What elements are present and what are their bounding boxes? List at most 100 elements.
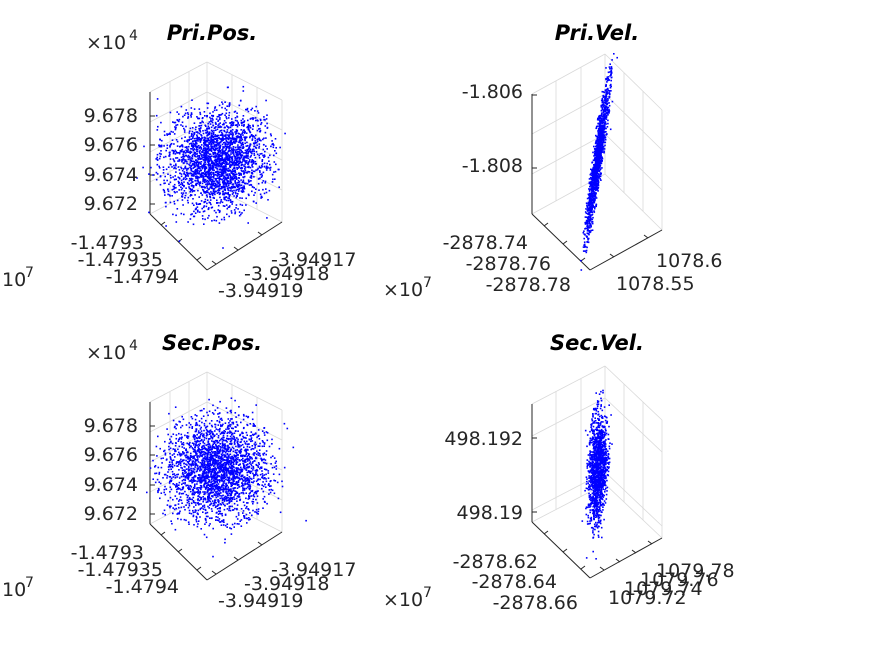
scatter-point (189, 162, 192, 164)
scatter-point (190, 112, 193, 114)
scatter-point (197, 179, 199, 182)
scatter-point (206, 196, 208, 198)
scatter-point (596, 139, 599, 141)
scatter-point (250, 175, 253, 178)
scatter-point (176, 124, 179, 126)
scatter-point (222, 182, 225, 185)
scatter-point (221, 181, 224, 183)
scatter-point (216, 128, 219, 131)
scatter-point (183, 172, 185, 175)
scatter-point (214, 107, 216, 109)
scatter-point (202, 508, 205, 510)
scatter-point (253, 154, 256, 156)
scatter-point (217, 501, 220, 504)
scatter-point (255, 202, 257, 204)
scatter-point (283, 422, 286, 425)
scatter-point (227, 185, 230, 187)
scatter-point (175, 214, 177, 217)
scatter-point (246, 109, 248, 111)
scatter-point (236, 188, 238, 191)
scatter-point (606, 133, 608, 135)
scatter-point (257, 178, 260, 180)
scatter-point (238, 177, 241, 179)
scatter-point (218, 148, 221, 151)
scatter-point (597, 186, 600, 189)
scatter-point (196, 131, 199, 133)
scatter-point (190, 107, 193, 109)
scatter-point (589, 182, 592, 185)
scatter-point (172, 188, 175, 190)
scatter-point (605, 102, 608, 105)
scatter-point (208, 181, 210, 183)
scatter-point (218, 153, 221, 156)
scatter-point (198, 424, 201, 427)
scatter-point (244, 139, 246, 142)
scatter-point (189, 177, 191, 180)
scatter-point (611, 59, 613, 61)
scatter-point (235, 456, 237, 458)
scatter-point (173, 508, 176, 511)
scatter-point (589, 211, 592, 213)
scatter-point (223, 521, 225, 523)
scatter-point (231, 421, 233, 424)
scatter-point (243, 175, 246, 178)
scatter-point (240, 173, 242, 175)
scatter-point (204, 200, 207, 203)
scatter-point (263, 443, 266, 445)
scatter-point (601, 141, 603, 144)
scatter-point (599, 135, 602, 137)
scatter-point (248, 130, 251, 132)
scatter-point (230, 178, 232, 181)
scatter-point (208, 466, 211, 468)
scatter-point (223, 216, 225, 219)
scatter-point (598, 169, 600, 171)
scatter-point (225, 470, 228, 472)
scatter-point (258, 157, 261, 159)
scatter-point (593, 188, 596, 190)
scatter-point (235, 204, 238, 206)
scatter-point (225, 112, 228, 115)
scatter-point (206, 452, 208, 454)
scatter-point (242, 179, 245, 182)
scatter-point (234, 139, 236, 141)
scatter-point (215, 163, 218, 165)
scatter-point (191, 488, 194, 491)
scatter-point (595, 154, 598, 156)
scatter-point (206, 182, 209, 184)
scatter-point (175, 462, 178, 465)
scatter-point (210, 129, 213, 132)
scatter-point (252, 124, 254, 127)
scatter-point (206, 127, 208, 130)
scatter-point (179, 145, 181, 148)
scatter-point (198, 167, 200, 169)
scatter-point (224, 185, 226, 188)
scatter-point (219, 418, 222, 420)
scatter-point (605, 100, 608, 103)
scatter-point (215, 501, 217, 504)
scatter-point (230, 188, 232, 190)
scatter-point (186, 146, 188, 148)
scatter-point (238, 152, 241, 155)
scatter-point (226, 158, 228, 160)
scatter-point (595, 127, 597, 130)
scatter-point (194, 128, 197, 131)
scatter-point (232, 124, 235, 126)
scatter-point (588, 178, 591, 180)
scatter-point (208, 494, 210, 496)
scatter-point (218, 452, 220, 455)
scatter-point (181, 187, 184, 190)
scatter-point (223, 168, 226, 170)
chart-title: Pri.Vel. (555, 21, 639, 45)
scatter-point (236, 124, 238, 126)
scatter-point (164, 182, 166, 184)
scatter-point (591, 179, 594, 182)
scatter-point (227, 86, 229, 89)
scatter-point (174, 191, 176, 194)
scatter-point (224, 171, 227, 174)
scatter-point (241, 197, 243, 199)
scatter-point (214, 186, 217, 189)
scatter-point (269, 169, 272, 171)
scatter-point (194, 171, 197, 174)
scatter-point (584, 211, 587, 213)
scatter-point (215, 177, 217, 180)
